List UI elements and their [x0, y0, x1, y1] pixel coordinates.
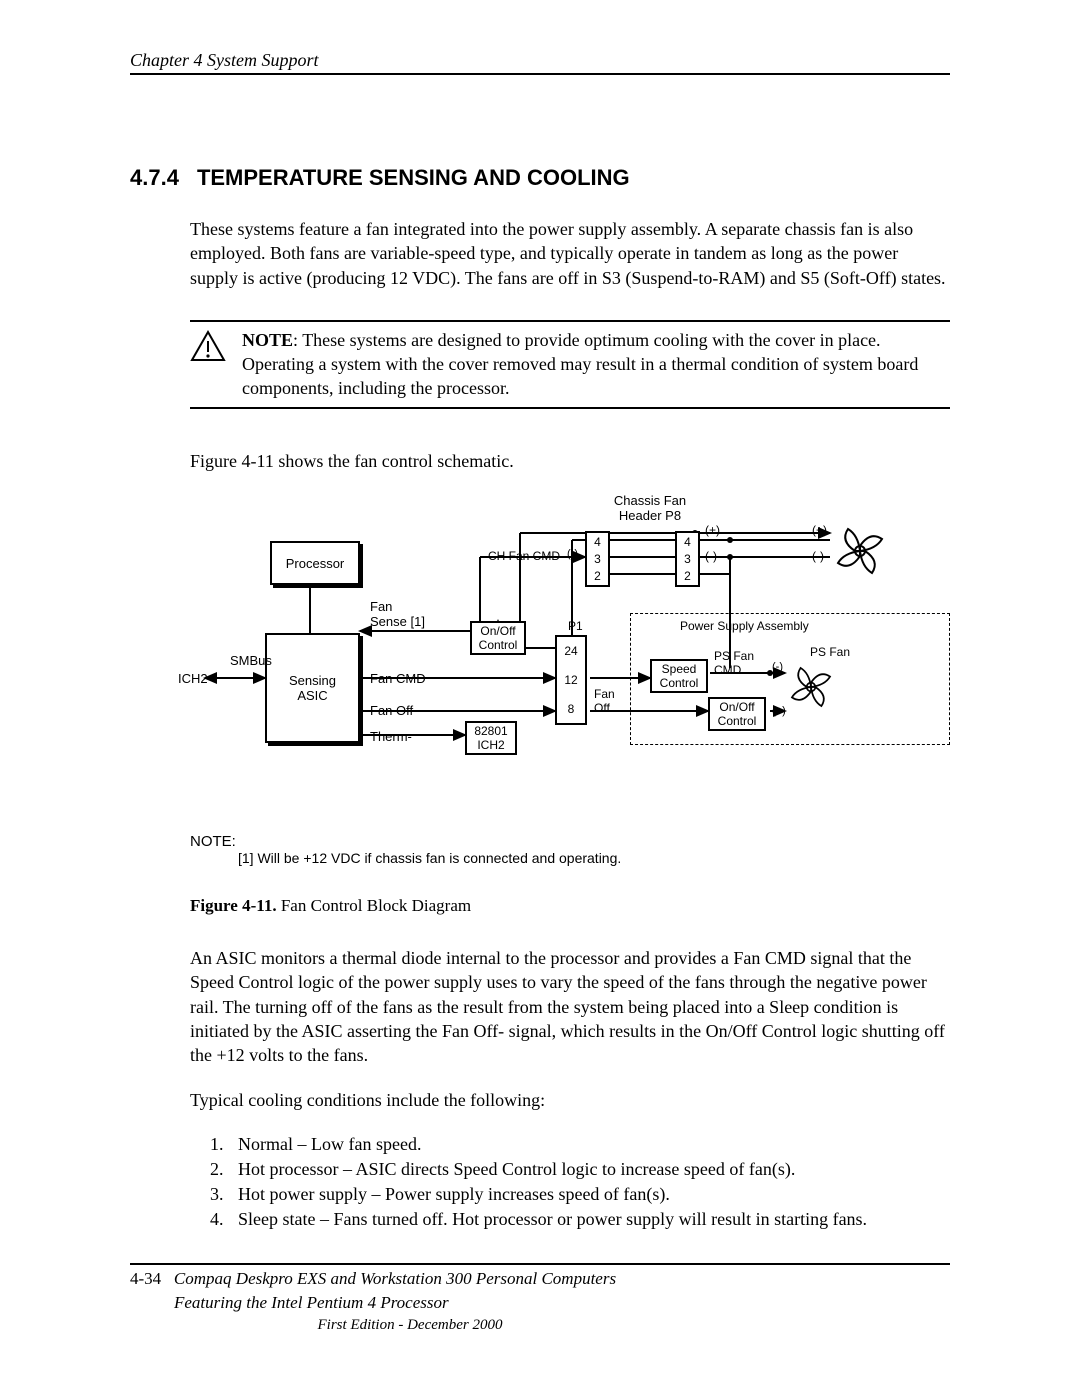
ps-minus: (-) [772, 661, 783, 673]
p1-label: P1 [568, 619, 583, 633]
figure-text: Fan Control Block Diagram [277, 896, 472, 915]
minus-hub-right: (-) [812, 549, 824, 563]
pin-8: 8 [568, 702, 575, 716]
processor-box: Processor [270, 541, 360, 585]
ps-fan-cmd-label: PS FanCMD [714, 649, 754, 677]
fan-cmd-label: Fan CMD [370, 671, 426, 686]
figure-label: Figure 4-11. [190, 896, 277, 915]
footer-rule [130, 1263, 950, 1265]
pin-3-left: 3 [594, 552, 601, 566]
ps-fan-icon [785, 661, 837, 713]
ch-fan-cmd-label: CH Fan CMD [488, 549, 560, 563]
diagram-note-body: [1] Will be +12 VDC if chassis fan is co… [238, 850, 950, 866]
fan-control-diagram: Chassis FanHeader P8 Processor SensingAS… [190, 493, 950, 793]
footer-line-2: Featuring the Intel Pentium 4 Processor [174, 1293, 950, 1313]
section-number: 4.7.4 [130, 165, 179, 191]
conditions-list: 1.Normal – Low fan speed. 2.Hot processo… [210, 1132, 950, 1233]
note-body: : These systems are designed to provide … [242, 330, 918, 399]
paragraph-3: An ASIC monitors a thermal diode interna… [190, 946, 950, 1067]
note-box: NOTE: These systems are designed to prov… [190, 320, 950, 409]
onoff-control-right-box: On/OffControl [708, 697, 766, 731]
diagram-note-heading: NOTE: [190, 833, 950, 850]
footer-page-number: 4-34 [130, 1269, 161, 1288]
footer-line-1: 4-34 Compaq Deskpro EXS and Workstation … [130, 1269, 950, 1289]
chip-82801-box: 82801ICH2 [465, 721, 517, 755]
paragraph-1: These systems feature a fan integrated i… [190, 217, 950, 290]
pin-4-left: 4 [594, 535, 601, 549]
pin-4-right: 4 [684, 535, 691, 549]
pin-12: 12 [564, 673, 577, 687]
minus-hub-left: (-) [705, 549, 717, 563]
therm-label: Therm- [370, 729, 412, 744]
pin-2-right: 2 [684, 569, 691, 583]
fan-off-label: Fan Off- [370, 703, 417, 718]
ich2-label: ICH2 [178, 671, 208, 686]
chassis-fan-header-label: Chassis FanHeader P8 [600, 493, 700, 523]
warning-triangle-icon [190, 330, 226, 362]
note-text: NOTE: These systems are designed to prov… [242, 328, 950, 401]
smbus-label: SMBus [230, 653, 272, 668]
paragraph-4: Typical cooling conditions include the f… [190, 1088, 950, 1112]
ch-minus-label: (-) [567, 548, 578, 560]
section-heading: 4.7.4 TEMPERATURE SENSING AND COOLING [130, 165, 950, 191]
chassis-fan-icon [830, 521, 890, 581]
pin-24: 24 [564, 644, 577, 658]
pin-2-left: 2 [594, 569, 601, 583]
ps-plus: (+) [772, 705, 786, 717]
plus-top-left: (+) [705, 523, 720, 537]
running-header: Chapter 4 System Support [130, 50, 950, 75]
sensing-asic-box: SensingASIC [265, 633, 360, 743]
condition-2: Hot processor – ASIC directs Speed Contr… [238, 1157, 795, 1182]
fan-sense-label: FanSense [1] [370, 599, 425, 629]
ps-fan-label: PS Fan [810, 645, 850, 659]
speed-control-box: SpeedControl [650, 659, 708, 693]
condition-3: Hot power supply – Power supply increase… [238, 1182, 670, 1207]
condition-1: Normal – Low fan speed. [238, 1132, 421, 1157]
section-title: TEMPERATURE SENSING AND COOLING [197, 165, 630, 190]
condition-4: Sleep state – Fans turned off. Hot proce… [238, 1207, 867, 1232]
psu-label: Power Supply Assembly [680, 619, 809, 633]
onoff-control-left-box: On/OffControl [470, 621, 526, 655]
pin-3-right: 3 [684, 552, 691, 566]
figure-caption: Figure 4-11. Fan Control Block Diagram [190, 896, 950, 916]
note-label: NOTE [242, 330, 293, 350]
plus-top-right: (+) [812, 523, 827, 537]
footer-line-3: First Edition - December 2000 [0, 1317, 820, 1334]
paragraph-2: Figure 4-11 shows the fan control schema… [190, 449, 950, 473]
fan-off-right-label: FanOff [594, 687, 615, 715]
footer-title: Compaq Deskpro EXS and Workstation 300 P… [174, 1269, 616, 1288]
